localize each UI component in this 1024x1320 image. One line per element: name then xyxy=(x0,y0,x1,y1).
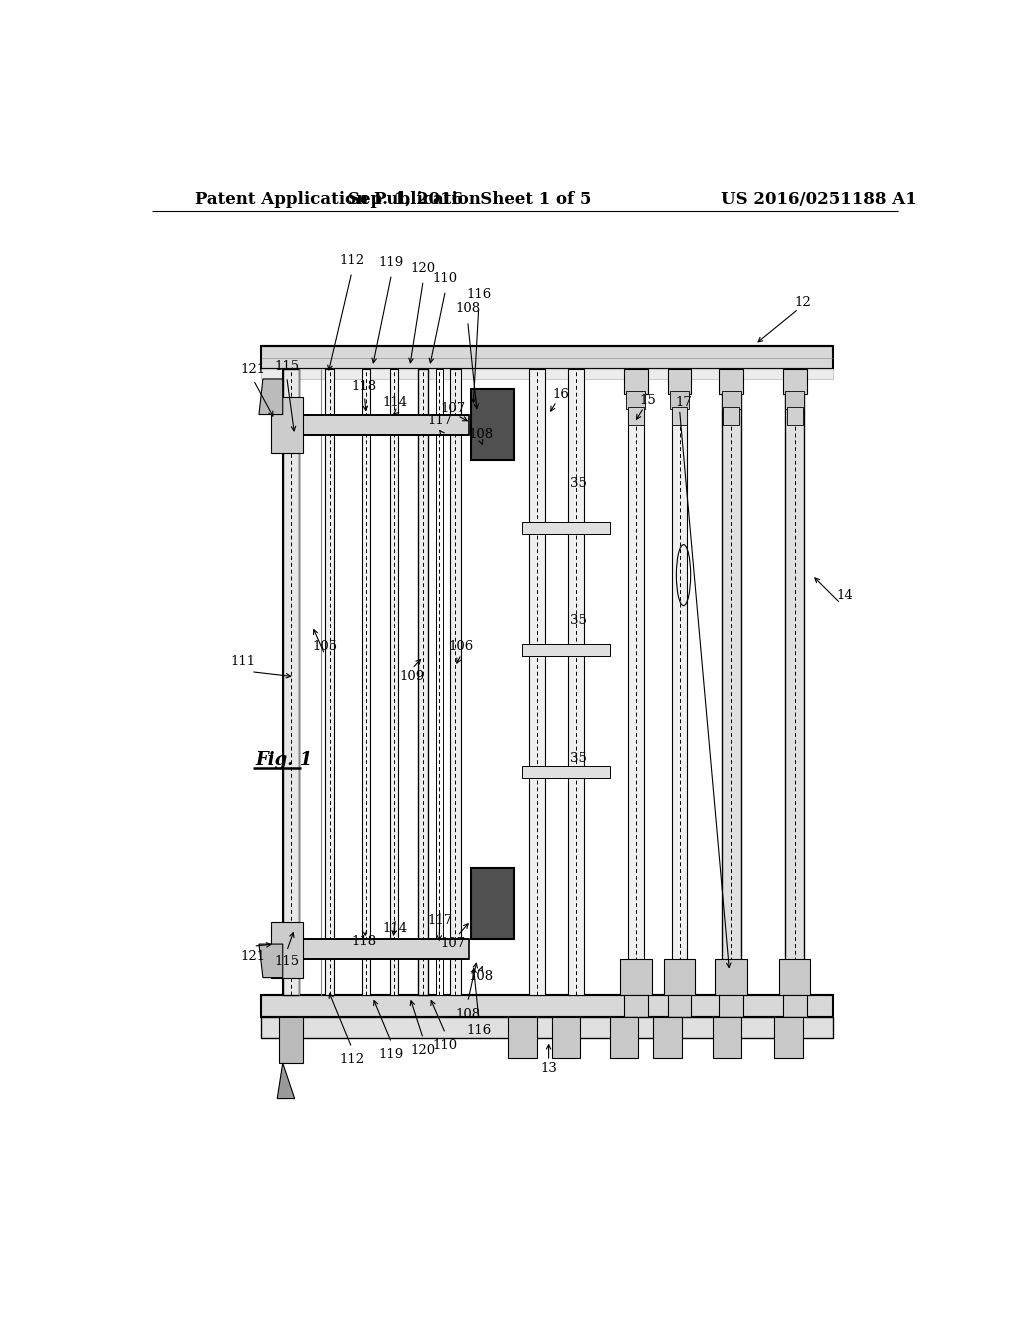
Text: 107: 107 xyxy=(440,937,466,949)
Text: 121: 121 xyxy=(241,363,266,376)
Bar xyxy=(261,368,833,379)
Bar xyxy=(785,368,804,995)
Polygon shape xyxy=(259,379,283,414)
Bar xyxy=(782,368,807,395)
Bar xyxy=(528,368,545,995)
Bar xyxy=(299,939,469,960)
Text: 108: 108 xyxy=(455,302,480,315)
Text: 115: 115 xyxy=(274,360,299,374)
Text: 15: 15 xyxy=(639,393,656,407)
Bar xyxy=(620,960,651,995)
Bar xyxy=(786,408,803,425)
Bar xyxy=(261,1018,833,1038)
Text: 117: 117 xyxy=(427,414,453,428)
Bar xyxy=(436,368,443,995)
Text: 13: 13 xyxy=(541,1061,557,1074)
Bar xyxy=(270,397,303,453)
Bar xyxy=(719,368,743,395)
Text: 108: 108 xyxy=(455,1007,480,1020)
Text: 119: 119 xyxy=(379,1048,404,1061)
Text: 35: 35 xyxy=(570,477,587,490)
Bar xyxy=(653,1018,682,1057)
Text: 110: 110 xyxy=(433,1039,458,1052)
Text: 12: 12 xyxy=(795,296,811,309)
Text: 118: 118 xyxy=(352,935,377,948)
Bar xyxy=(782,995,807,1018)
Bar xyxy=(722,368,740,995)
Bar xyxy=(774,1018,803,1057)
Text: 109: 109 xyxy=(399,671,425,684)
Bar xyxy=(627,391,645,409)
Bar xyxy=(451,368,461,995)
Bar xyxy=(628,408,644,425)
Polygon shape xyxy=(259,944,283,978)
Text: 108: 108 xyxy=(469,429,494,441)
Text: 107: 107 xyxy=(440,401,466,414)
Text: 118: 118 xyxy=(352,380,377,392)
Bar xyxy=(522,523,609,535)
Bar xyxy=(668,368,691,395)
Bar xyxy=(664,960,695,995)
Text: Fig. 1: Fig. 1 xyxy=(255,751,312,770)
Text: 14: 14 xyxy=(837,589,853,602)
Bar xyxy=(522,644,609,656)
Bar xyxy=(668,995,691,1018)
Text: 117: 117 xyxy=(427,915,453,927)
Bar xyxy=(628,368,644,995)
Text: 116: 116 xyxy=(466,288,492,301)
Bar xyxy=(723,408,739,425)
Polygon shape xyxy=(278,1063,295,1098)
Bar xyxy=(471,389,514,461)
Bar xyxy=(418,368,428,995)
Bar xyxy=(713,1018,741,1057)
Bar xyxy=(362,368,370,995)
Text: 114: 114 xyxy=(383,396,408,409)
Text: Sep. 1, 2016   Sheet 1 of 5: Sep. 1, 2016 Sheet 1 of 5 xyxy=(347,190,591,207)
Text: 121: 121 xyxy=(241,950,266,962)
Bar xyxy=(624,995,648,1018)
Text: 114: 114 xyxy=(383,923,408,936)
Bar xyxy=(715,960,748,995)
Bar xyxy=(672,368,687,995)
Text: US 2016/0251188 A1: US 2016/0251188 A1 xyxy=(721,190,916,207)
Bar xyxy=(552,1018,581,1057)
Bar xyxy=(670,391,689,409)
Bar xyxy=(325,368,335,995)
Bar xyxy=(609,1018,638,1057)
Text: 120: 120 xyxy=(411,1044,436,1057)
Text: 112: 112 xyxy=(339,1053,365,1067)
Text: 112: 112 xyxy=(339,253,365,267)
Text: 115: 115 xyxy=(274,954,299,968)
Text: 119: 119 xyxy=(379,256,404,268)
Text: 106: 106 xyxy=(449,640,474,653)
Text: 16: 16 xyxy=(552,388,569,401)
Text: 110: 110 xyxy=(433,272,458,285)
Text: Patent Application Publication: Patent Application Publication xyxy=(196,190,481,207)
Text: 120: 120 xyxy=(411,261,436,275)
Text: 116: 116 xyxy=(466,1024,492,1038)
Bar xyxy=(261,346,833,368)
Bar xyxy=(722,391,740,409)
Bar xyxy=(299,414,469,434)
Bar xyxy=(283,368,299,995)
Bar xyxy=(390,368,398,995)
Bar xyxy=(471,867,514,939)
Bar xyxy=(522,766,609,779)
Text: 111: 111 xyxy=(230,655,256,668)
Bar xyxy=(508,1018,537,1057)
Bar xyxy=(719,995,743,1018)
Bar xyxy=(270,921,303,978)
Text: 108: 108 xyxy=(469,970,494,983)
Text: 35: 35 xyxy=(570,751,587,764)
Bar xyxy=(672,408,687,425)
Bar xyxy=(279,1018,303,1063)
Bar xyxy=(785,391,804,409)
Text: 35: 35 xyxy=(570,614,587,627)
Bar xyxy=(778,960,811,995)
Bar xyxy=(624,368,648,395)
Bar xyxy=(261,995,833,1018)
Text: 105: 105 xyxy=(312,640,337,653)
Text: 17: 17 xyxy=(675,396,692,409)
Bar xyxy=(568,368,585,995)
